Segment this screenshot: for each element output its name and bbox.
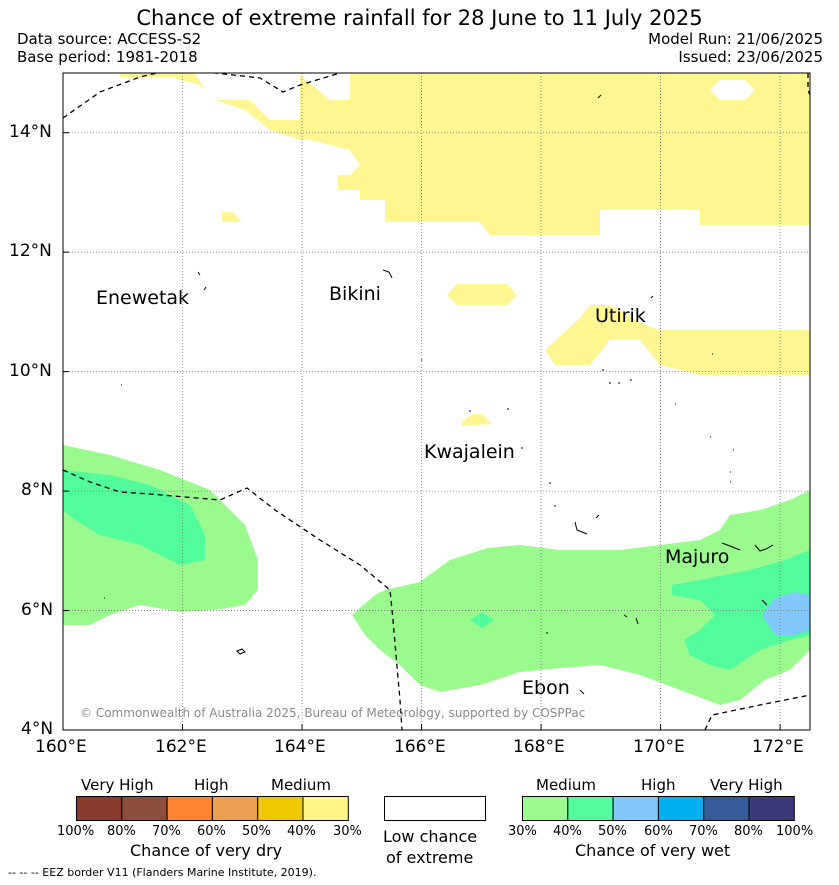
eez-east-bottom xyxy=(704,694,810,730)
wet-swatch-3 xyxy=(657,796,705,821)
low-chance-line2: of extreme xyxy=(386,848,474,867)
dry-region-north xyxy=(120,73,810,235)
wet-swatch-1 xyxy=(567,796,614,821)
x-tick-172e: 172°E xyxy=(752,737,804,757)
wet-tick-80: 80% xyxy=(734,824,763,839)
wet-swatch-2 xyxy=(612,796,659,821)
base-period: Base period: 1981-2018 xyxy=(17,48,198,66)
wet-group-medium: Medium xyxy=(536,776,596,794)
dry-group-medium: Medium xyxy=(271,776,331,794)
dry-region-kwaj-north xyxy=(462,414,492,426)
place-majuro: Majuro xyxy=(665,546,730,568)
x-tick-168e: 168°E xyxy=(513,737,565,757)
dry-tick-80: 80% xyxy=(107,824,136,839)
eez-footnote: -- -- -- EEZ border V11 (Flanders Marine… xyxy=(8,866,317,879)
x-tick-160e: 160°E xyxy=(35,737,87,757)
wet-group-very-high: Very High xyxy=(710,776,783,794)
dry-tick-100: 100% xyxy=(57,824,95,839)
wet-swatch-4 xyxy=(703,796,750,821)
wet-tick-30: 30% xyxy=(508,824,537,839)
wet50-east xyxy=(762,592,810,635)
place-utirik: Utirik xyxy=(595,305,646,327)
wet-swatch-0 xyxy=(522,796,569,821)
wet40-west xyxy=(63,470,205,565)
dry-tick-60: 60% xyxy=(197,824,226,839)
dry-swatch-3 xyxy=(211,796,259,821)
wet-tick-100: 100% xyxy=(776,824,814,839)
data-source: Data source: ACCESS-S2 xyxy=(17,30,202,48)
y-tick-12n: 12°N xyxy=(9,241,52,261)
place-bikini: Bikini xyxy=(329,283,381,305)
wet40-small xyxy=(470,612,494,628)
wet-tick-70: 70% xyxy=(689,824,718,839)
dry-group-very-high: Very High xyxy=(81,776,154,794)
copyright-notice: © Commonwealth of Australia 2025, Bureau… xyxy=(80,706,586,720)
dry-swatch-2 xyxy=(166,796,213,821)
wet-tick-60: 60% xyxy=(644,824,673,839)
dry-region-bikini-east xyxy=(447,284,517,305)
dry-swatch-5 xyxy=(302,796,349,821)
dry-region-notch-cut xyxy=(710,80,755,100)
dry-tick-70: 70% xyxy=(152,824,181,839)
dry-region-small-a xyxy=(222,212,242,222)
wet-40-regions xyxy=(63,470,810,670)
dry-region-utirik xyxy=(545,305,810,375)
dry-tick-30: 30% xyxy=(333,824,362,839)
wet-tick-40: 40% xyxy=(553,824,582,839)
map-title: Chance of extreme rainfall for 28 June t… xyxy=(136,6,703,30)
issued-date: Issued: 23/06/2025 xyxy=(678,48,823,66)
wet-legend-title: Chance of very wet xyxy=(575,841,731,860)
y-tick-10n: 10°N xyxy=(9,361,52,381)
dry-tick-40: 40% xyxy=(287,824,316,839)
wet-colorbar xyxy=(522,796,795,821)
eez-west xyxy=(63,469,403,730)
y-tick-4n: 4°N xyxy=(21,719,54,739)
wet-50-regions xyxy=(762,592,810,635)
y-tick-8n: 8°N xyxy=(21,480,54,500)
y-tick-14n: 14°N xyxy=(9,122,52,142)
dry-colorbar xyxy=(76,796,349,821)
wet-swatch-5 xyxy=(748,796,795,821)
wet-tick-50: 50% xyxy=(598,824,627,839)
dry-tick-50: 50% xyxy=(242,824,271,839)
tick-marks xyxy=(62,132,781,731)
model-run: Model Run: 21/06/2025 xyxy=(648,30,823,48)
dry-swatch-4 xyxy=(257,796,304,821)
dry-group-high: High xyxy=(194,776,229,794)
place-enewetak: Enewetak xyxy=(96,287,190,309)
dry-swatch-0 xyxy=(76,796,123,821)
place-ebon: Ebon xyxy=(522,677,570,699)
eez-north xyxy=(63,73,343,119)
x-tick-170e: 170°E xyxy=(633,737,685,757)
place-kwajalein: Kwajalein xyxy=(424,441,515,463)
eez-borders xyxy=(63,73,810,730)
x-tick-162e: 162°E xyxy=(155,737,207,757)
low-chance-swatch xyxy=(384,796,486,821)
low-chance-line1: Low chance xyxy=(383,827,478,846)
dry-legend-title: Chance of very dry xyxy=(130,841,283,860)
y-tick-6n: 6°N xyxy=(21,600,54,620)
x-tick-164e: 164°E xyxy=(274,737,326,757)
dry-swatch-1 xyxy=(121,796,168,821)
x-tick-166e: 166°E xyxy=(394,737,446,757)
plot-frame xyxy=(62,72,811,731)
islands xyxy=(104,94,774,695)
eez-east-top xyxy=(807,73,810,96)
wet-group-high: High xyxy=(641,776,676,794)
wet40-east xyxy=(672,550,810,670)
dry-medium-regions xyxy=(120,73,810,426)
